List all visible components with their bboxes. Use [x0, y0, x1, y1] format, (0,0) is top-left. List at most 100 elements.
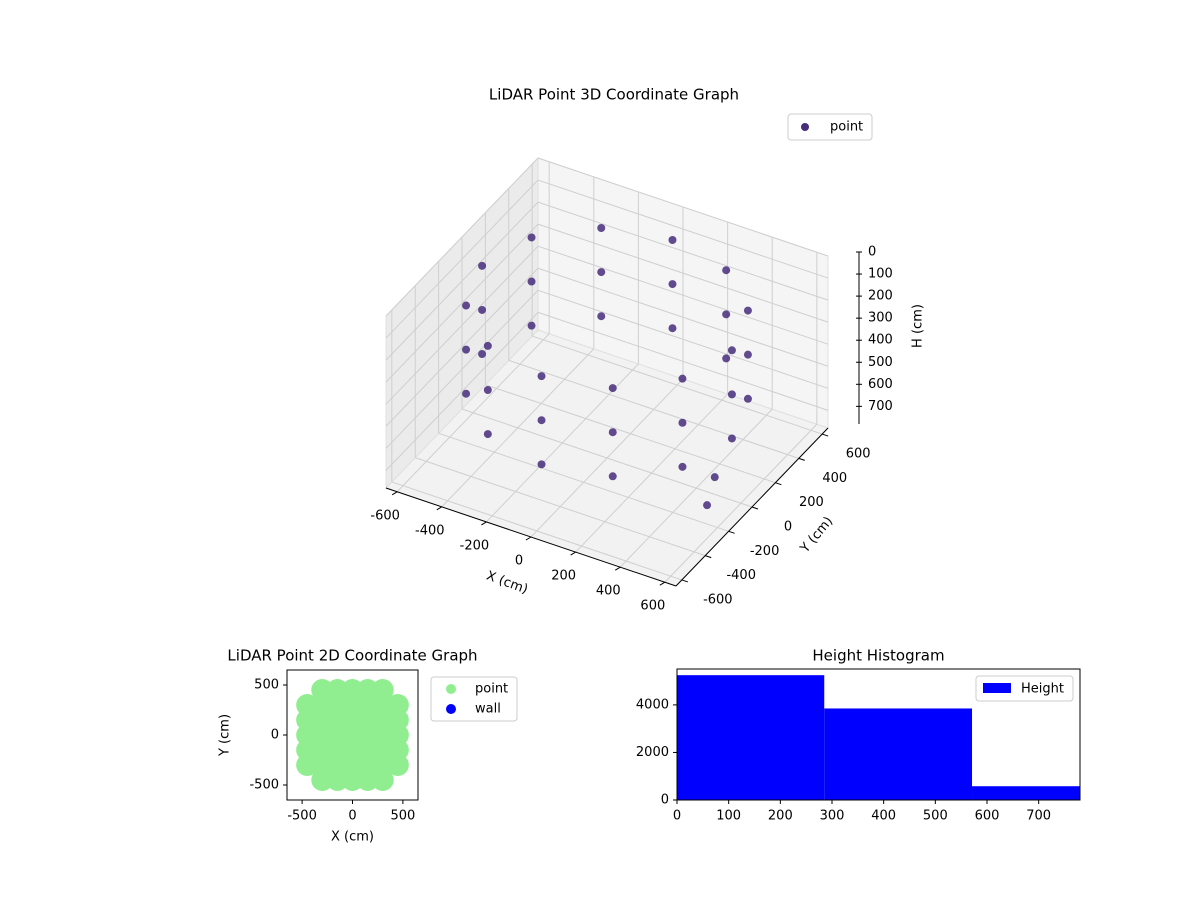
point [722, 310, 731, 319]
x-tick-label: 0 [515, 554, 523, 569]
point [727, 434, 736, 443]
legend-marker [983, 683, 1011, 693]
point [478, 305, 487, 314]
y-axis-line [675, 427, 829, 587]
point [608, 428, 617, 437]
y-tick-label: 400 [822, 471, 847, 486]
point [527, 233, 536, 242]
grid-line [461, 408, 753, 508]
y-tick-label: 500 [254, 678, 279, 693]
legend-marker [801, 123, 809, 131]
x-tick-label: -600 [370, 508, 400, 523]
point [483, 341, 492, 350]
grid-line [537, 179, 829, 279]
grid-line [385, 179, 539, 339]
chart-title: Height Histogram [812, 647, 944, 665]
tick-mark [659, 581, 666, 586]
point [703, 501, 712, 510]
tick-mark [525, 536, 532, 541]
x-axis-label: X (cm) [331, 830, 374, 845]
x-tick-label: -400 [415, 523, 445, 538]
tick-mark [681, 579, 689, 583]
y-tick-label: 0 [784, 520, 792, 535]
grid-line [385, 245, 539, 405]
tick-mark [775, 482, 782, 486]
legend-box [975, 675, 1074, 702]
grid-line [485, 384, 776, 484]
point [527, 321, 536, 330]
z-tick-label: 100 [868, 267, 893, 282]
grid-line [415, 457, 706, 557]
point [743, 306, 752, 315]
chart-title: LiDAR Point 2D Coordinate Graph [227, 647, 477, 665]
x-tick-label: 500 [923, 809, 948, 824]
point [668, 235, 677, 244]
tick-mark [751, 506, 759, 510]
x-tick-label: -200 [460, 538, 490, 553]
z-tick-label: 200 [868, 289, 893, 304]
grid-line [537, 289, 829, 389]
bar [824, 708, 973, 800]
point [608, 384, 617, 393]
grid-line [385, 312, 539, 471]
z-tick-label: 300 [868, 311, 893, 326]
tick-mark [570, 551, 576, 556]
grid-line [537, 245, 829, 345]
point [727, 390, 736, 399]
point [722, 354, 731, 363]
z-tick-label: 700 [868, 399, 893, 414]
x-tick-label: 200 [768, 809, 793, 824]
grid-line [537, 267, 829, 367]
x-tick-label: 200 [551, 569, 576, 584]
z-axis-label: H (cm) [911, 304, 926, 348]
grid-line [438, 432, 729, 532]
point [597, 312, 606, 321]
point [722, 266, 731, 275]
point [608, 472, 617, 481]
grid-line [385, 289, 539, 449]
grid-line [537, 311, 829, 411]
legend-box [787, 113, 873, 141]
y-tick-label: 2000 [636, 745, 669, 760]
x-tick-label: 0 [348, 809, 356, 824]
bar [972, 786, 1080, 800]
x-tick-label: 100 [716, 809, 741, 824]
x-tick-label: 400 [596, 584, 621, 599]
y-axis-label: Y (cm) [797, 514, 836, 557]
point [478, 350, 487, 359]
legend-marker [446, 704, 456, 714]
grid-line [537, 201, 829, 301]
grid-line [508, 359, 799, 459]
tick-mark [728, 530, 735, 534]
y-tick-label: 600 [846, 447, 871, 462]
point [597, 268, 606, 277]
point [743, 394, 752, 403]
legend-label: point [830, 120, 863, 135]
point [710, 473, 719, 482]
point [341, 679, 364, 701]
point [537, 372, 546, 381]
y-axis-label: Y (cm) [218, 714, 233, 757]
tick-mark [821, 433, 829, 437]
x-tick-label: 600 [975, 809, 1000, 824]
y-tick-label: -500 [249, 778, 279, 793]
point [743, 350, 752, 359]
legend-label: Height [1021, 682, 1064, 697]
legend-label: wall [475, 702, 501, 717]
tick-mark [481, 521, 487, 526]
point [326, 679, 349, 701]
point [597, 223, 606, 232]
x-tick-label: -500 [287, 809, 317, 824]
point [678, 374, 687, 383]
grid-line [537, 157, 829, 257]
y-tick-label: 4000 [636, 697, 669, 712]
point [678, 462, 687, 471]
y-tick-label: 200 [799, 495, 824, 510]
legend-marker [446, 684, 456, 694]
z-tick-label: 600 [868, 377, 893, 392]
x-tick-label: 700 [1026, 809, 1051, 824]
point [356, 679, 379, 701]
chart-title: LiDAR Point 3D Coordinate Graph [489, 86, 739, 104]
grid-line [385, 267, 539, 427]
